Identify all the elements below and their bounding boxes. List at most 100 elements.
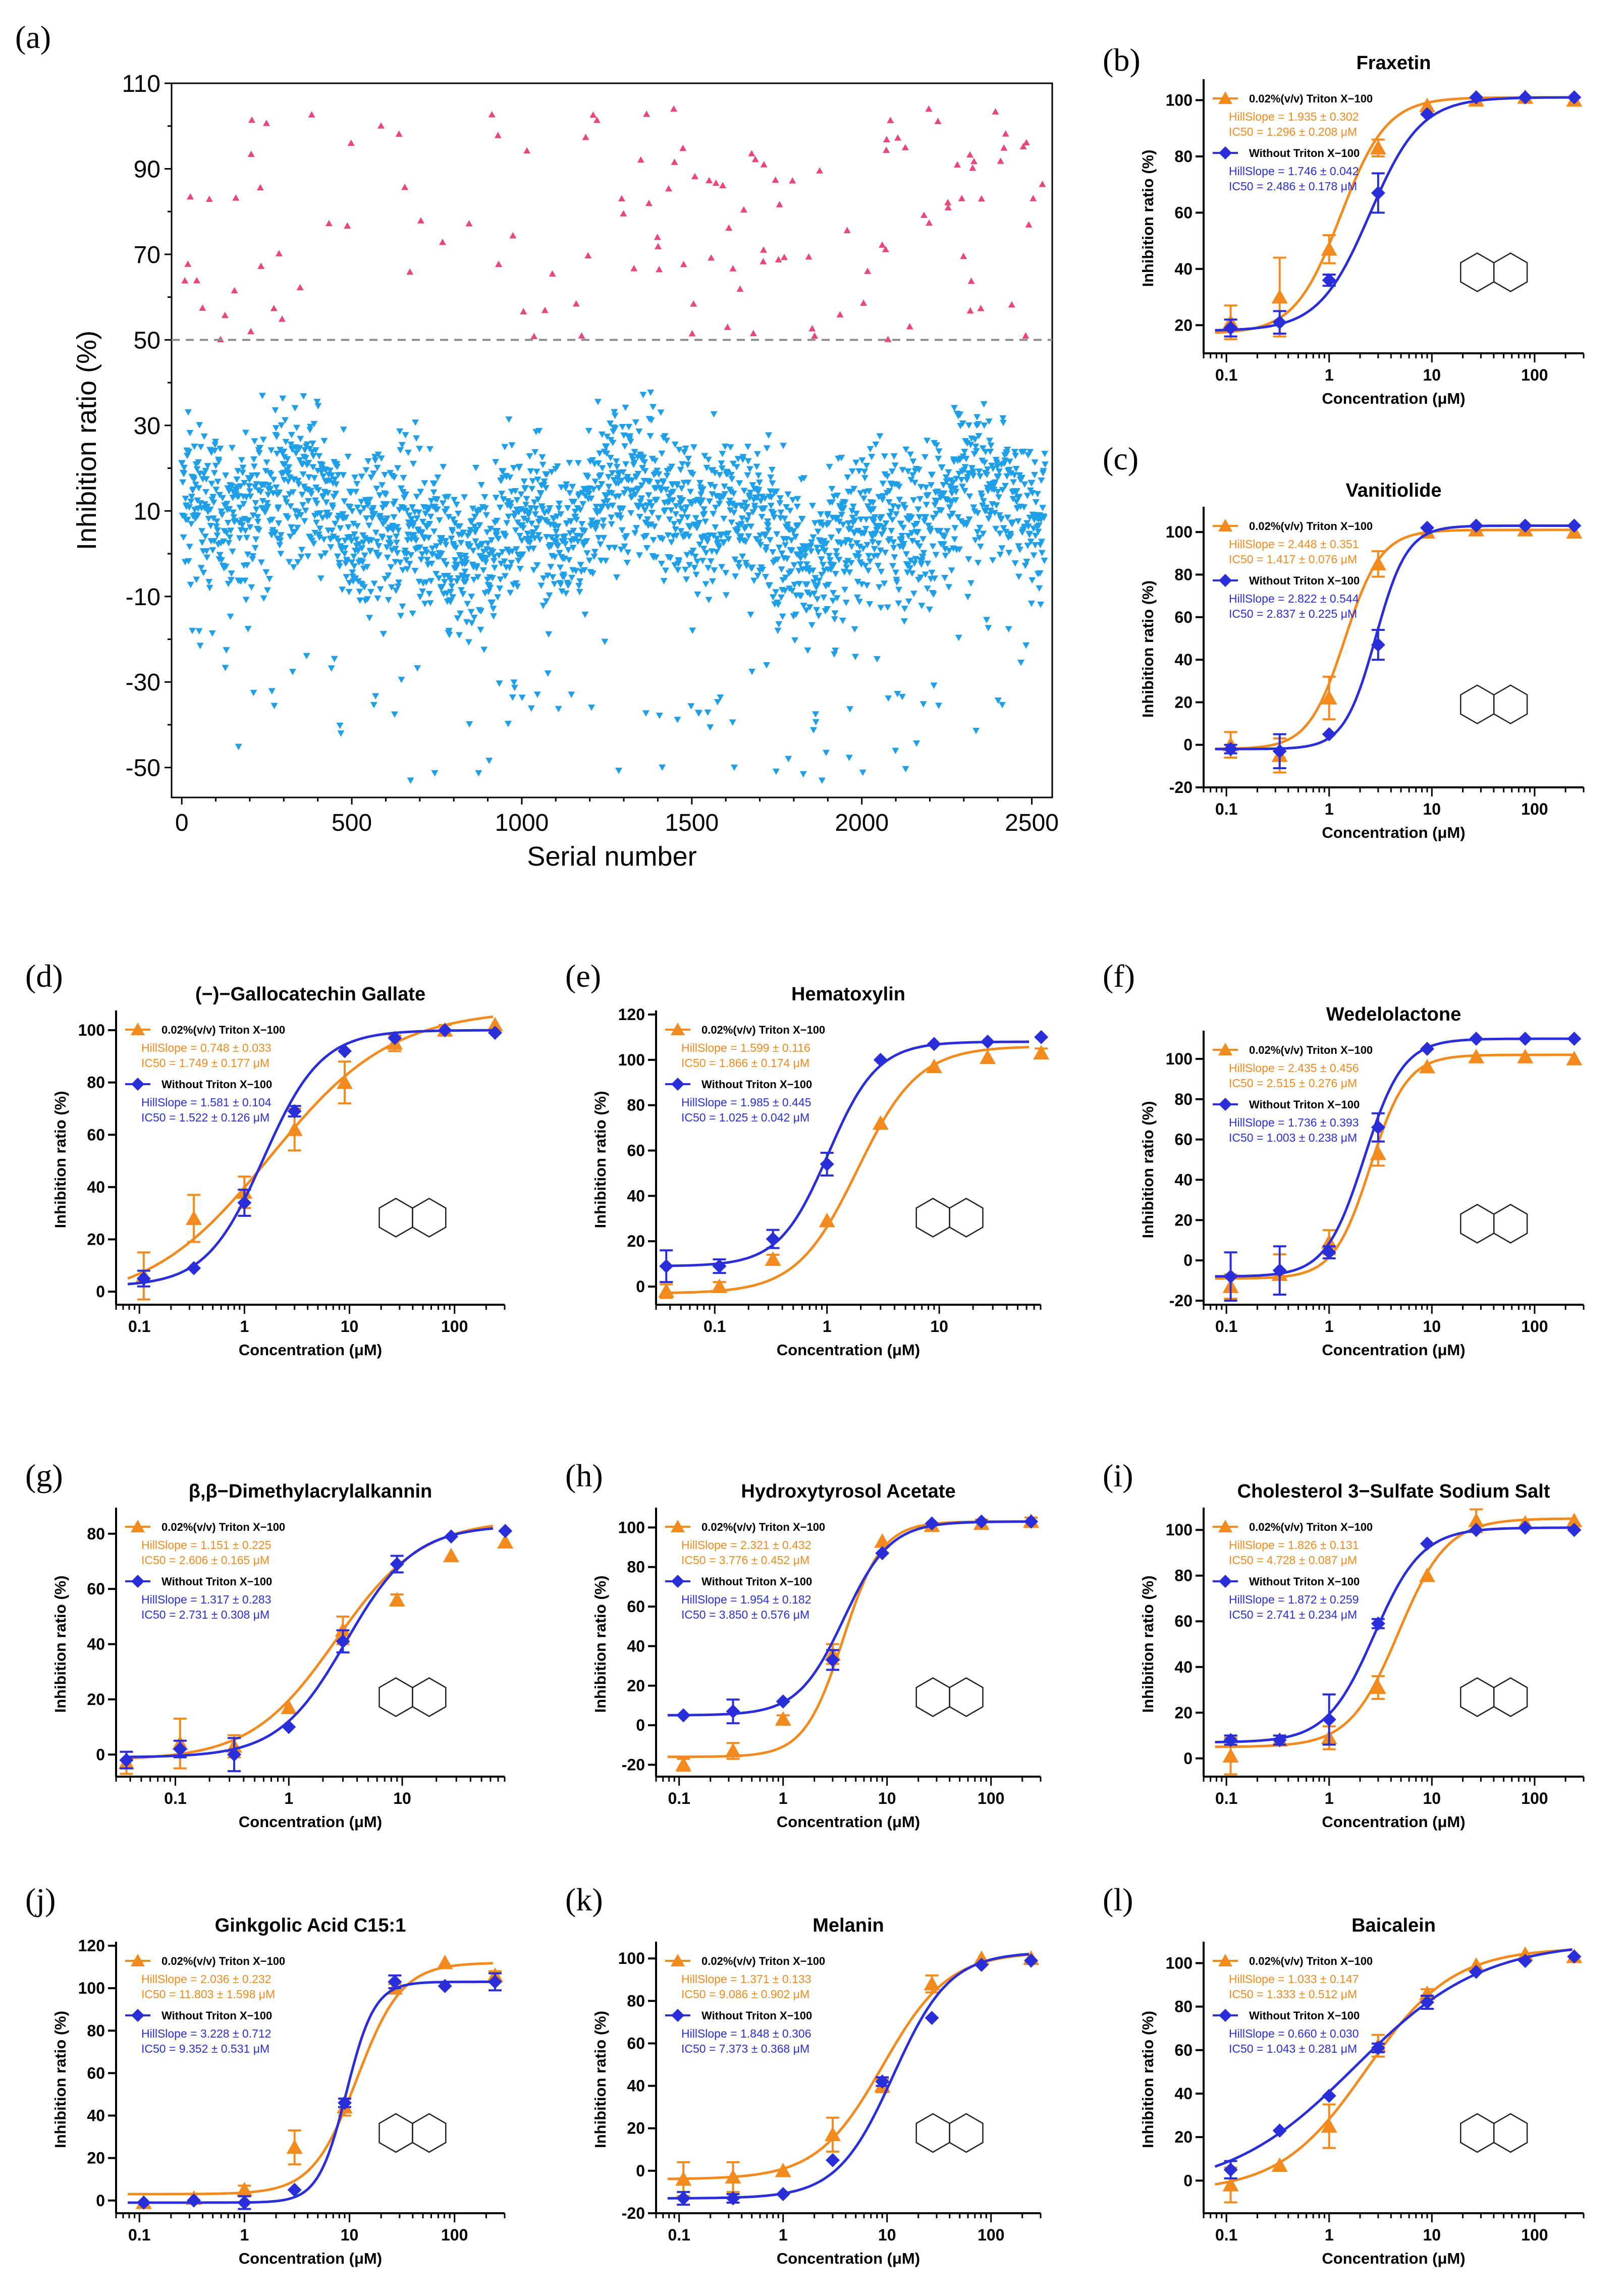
point-low (371, 511, 378, 517)
point-low (738, 515, 746, 522)
point-low (246, 488, 253, 495)
panel-letter: (l) (1103, 1882, 1133, 1917)
point-low (725, 536, 732, 543)
point-low (615, 493, 623, 500)
legend-marker (671, 1023, 685, 1035)
ic50-stat: IC50 = 7.373 ± 0.368 μM (681, 2042, 809, 2055)
point-low (565, 547, 572, 554)
point-low (233, 488, 240, 494)
point-low (399, 603, 406, 610)
point-low (755, 487, 763, 494)
point-low (443, 506, 451, 513)
data-point (388, 1031, 402, 1045)
point-low (852, 510, 860, 517)
point-low (976, 468, 983, 475)
point-low (830, 590, 837, 597)
y-tick-label: 0 (636, 1277, 645, 1296)
point-low (972, 443, 980, 450)
data-point (497, 1534, 514, 1549)
legend-label: Without Triton X−100 (1249, 147, 1360, 159)
point-low (391, 474, 398, 481)
molecule-structure-icon (1460, 684, 1528, 725)
point-low (494, 528, 501, 535)
series-without-triton (1214, 1948, 1582, 2180)
point-low (302, 455, 310, 462)
point-low (811, 520, 819, 527)
point-low (797, 593, 805, 600)
point-low (917, 574, 925, 581)
legend-label: 0.02%(v/v) Triton X−100 (1249, 1955, 1373, 1967)
point-low (550, 516, 558, 522)
point-low (609, 440, 617, 446)
point-low (495, 536, 502, 543)
point-low (539, 461, 547, 468)
point-low (279, 395, 287, 402)
point-low (440, 558, 448, 565)
point-low (288, 524, 295, 531)
point-low (951, 536, 958, 543)
point-low (729, 719, 736, 726)
point-low (429, 551, 437, 558)
point-low (845, 520, 852, 527)
ring (412, 2113, 447, 2153)
point-low (496, 585, 504, 592)
point-low (530, 567, 537, 574)
point-high (509, 232, 517, 239)
point-high (725, 224, 733, 231)
point-low (317, 575, 324, 582)
panel-letter: (d) (25, 958, 63, 994)
x-axis-label: Concentration (μM) (239, 1341, 382, 1359)
point-low (748, 564, 756, 571)
point-low (508, 560, 515, 566)
point-low (572, 568, 580, 574)
point-low (453, 501, 460, 508)
x-tick-label: 10 (1423, 2226, 1441, 2244)
point-low (285, 470, 292, 476)
point-high (969, 164, 977, 171)
point-low (410, 532, 418, 539)
point-low (384, 554, 391, 561)
hillslope-stat: HillSlope = 1.954 ± 0.182 (681, 1593, 811, 1606)
point-low (553, 528, 560, 536)
point-high (884, 336, 892, 342)
point-low (684, 479, 692, 486)
point-low (406, 561, 413, 567)
ic50-stat: IC50 = 3.850 ± 0.576 μM (681, 1608, 809, 1621)
point-low (945, 584, 953, 591)
point-low (753, 463, 761, 470)
point-low (438, 535, 446, 542)
legend-marker (1219, 574, 1232, 587)
point-low (186, 504, 193, 511)
point-low (856, 544, 863, 550)
point-low (825, 581, 832, 589)
point-high (1022, 139, 1030, 146)
point-low (197, 444, 204, 451)
point-low (915, 466, 923, 473)
point-low (477, 482, 485, 489)
point-low (262, 569, 270, 576)
point-low (627, 510, 635, 517)
point-low (364, 596, 371, 603)
point-low (941, 575, 949, 581)
point-low (673, 532, 680, 539)
panel-letter: (k) (565, 1882, 603, 1917)
point-low (838, 455, 845, 461)
point-low (619, 469, 627, 476)
point-high (926, 219, 933, 226)
data-point (872, 1115, 889, 1130)
legend-label: Without Triton X−100 (161, 1575, 272, 1588)
point-low (868, 454, 876, 460)
x-tick-label: 100 (441, 2226, 468, 2244)
point-low (513, 546, 520, 553)
point-low (500, 496, 507, 503)
y-tick-label: 0 (1183, 1749, 1193, 1768)
data-point (1371, 1120, 1385, 1135)
x-tick-label: 100 (1521, 1317, 1548, 1336)
point-low (395, 527, 402, 534)
point-low (996, 552, 1004, 558)
y-tick-label: 60 (87, 2064, 105, 2082)
point-low (905, 598, 912, 605)
point-low (621, 443, 629, 450)
point-low (767, 503, 775, 509)
